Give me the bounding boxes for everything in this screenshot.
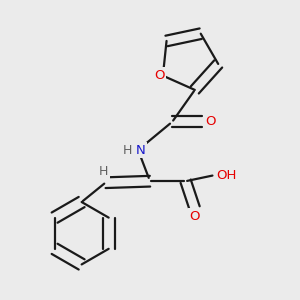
Text: O: O bbox=[189, 210, 200, 223]
Text: H: H bbox=[99, 165, 109, 178]
Text: N: N bbox=[136, 143, 146, 157]
Text: OH: OH bbox=[216, 169, 237, 182]
Text: H: H bbox=[123, 143, 132, 157]
Text: O: O bbox=[154, 69, 165, 82]
Text: O: O bbox=[205, 115, 216, 128]
